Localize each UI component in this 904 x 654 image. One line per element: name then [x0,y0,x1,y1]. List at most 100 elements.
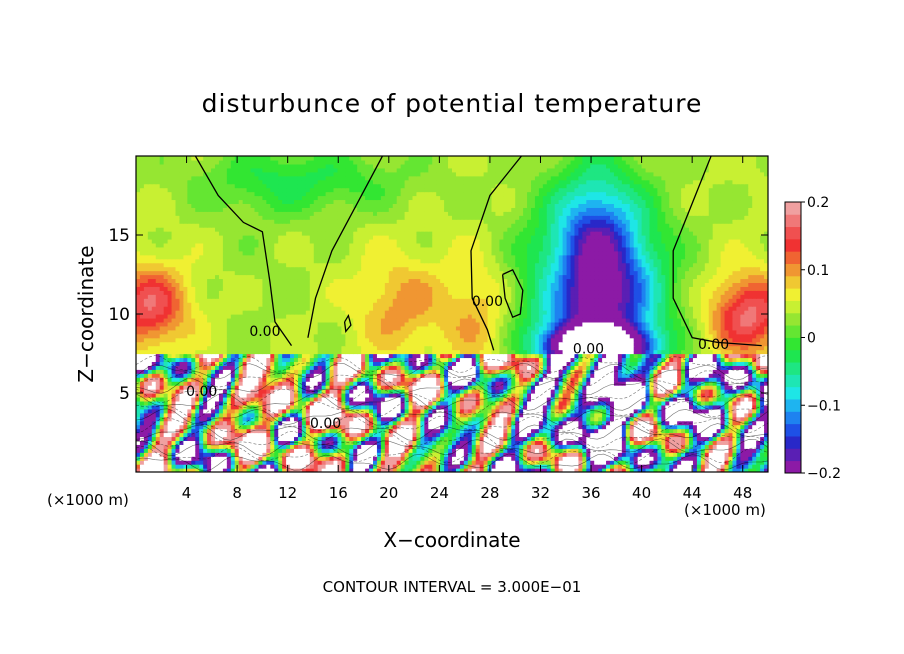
heatmap-cell [586,408,591,414]
heatmap-cell [499,464,504,469]
heatmap-cell [207,404,212,410]
heatmap-cell [159,345,165,351]
heatmap-cell [396,385,402,390]
heatmap-cell [238,464,244,469]
heatmap-cell [337,357,342,362]
heatmap-cell [633,432,639,438]
heatmap-cell [455,393,461,398]
heatmap-cell [475,456,481,461]
heatmap-cell [700,448,706,453]
heatmap-cell [606,428,611,434]
heatmap-cell [554,448,560,453]
heatmap-cell [432,456,437,461]
heatmap-cell [337,365,342,370]
heatmap-cell [211,456,216,461]
heatmap-cell [238,444,244,449]
heatmap-cell [527,349,532,355]
heatmap-cell [432,444,437,449]
heatmap-cell [471,404,477,410]
heatmap-cell [238,377,244,382]
heatmap-cell [258,357,263,362]
heatmap-cell [147,432,153,438]
heatmap-cell [681,373,686,378]
heatmap-cell [262,404,267,410]
heatmap-cell [732,412,737,418]
heatmap-cell [566,389,572,394]
heatmap-cell [341,444,346,449]
heatmap-cell [155,373,161,378]
heatmap-cell [613,412,619,418]
heatmap-cell [617,400,623,406]
heatmap-cell [408,396,414,402]
heatmap-cell [685,361,690,366]
heatmap-cell [163,393,169,398]
heatmap-cell [440,396,445,402]
heatmap-cell [151,464,157,469]
heatmap-cell [752,452,757,457]
heatmap-cell [491,444,497,449]
heatmap-cell [499,369,504,374]
heatmap-cell [649,464,655,469]
heatmap-cell [692,369,698,374]
heatmap-cell [179,357,184,362]
heatmap-cell [487,353,493,359]
heatmap-cell [412,381,418,386]
heatmap-cell [483,353,489,359]
heatmap-cell [712,408,718,414]
heatmap-cell [230,464,236,469]
heatmap-cell [712,436,718,441]
heatmap-cell [384,365,390,370]
heatmap-cell [305,456,311,461]
heatmap-cell [420,404,425,410]
heatmap-cell [341,385,346,390]
heatmap-cell [720,416,726,422]
heatmap-cell [309,357,315,362]
heatmap-cell [677,432,682,438]
heatmap-cell [681,361,686,366]
heatmap-cell [151,357,157,362]
heatmap-cell [211,393,216,398]
heatmap-cell [696,444,702,449]
heatmap-cell [685,444,690,449]
heatmap-cell [479,408,485,414]
heatmap-cell [633,436,639,441]
heatmap-cell [689,385,694,390]
heatmap-cell [270,361,275,366]
heatmap-cell [661,448,666,453]
heatmap-cell [246,369,252,374]
heatmap-cell [250,365,256,370]
heatmap-cell [495,385,500,390]
heatmap-cell [455,468,461,472]
heatmap-cell [258,452,263,457]
heatmap-cell [353,432,358,438]
heatmap-cell [657,464,662,469]
heatmap-cell [175,377,181,382]
heatmap-cell [400,357,406,362]
heatmap-cell [760,424,765,430]
heatmap-cell [369,468,374,472]
heatmap-cell [633,396,639,402]
heatmap-cell [290,448,295,453]
heatmap-cell [538,440,544,445]
heatmap-cell [653,436,658,441]
heatmap-cell [136,428,141,434]
heatmap-cell [720,361,726,366]
heatmap-cell [637,428,643,434]
heatmap-cell [720,464,726,469]
heatmap-cell [179,464,184,469]
heatmap-cell [215,381,220,386]
heatmap-cell [748,440,753,445]
heatmap-cell [412,377,418,382]
heatmap-cell [704,393,710,398]
heatmap-cell [167,357,173,362]
heatmap-cell [681,436,686,441]
heatmap-cell [629,357,635,362]
heatmap-cell [728,468,734,472]
heatmap-cell [625,416,631,422]
heatmap-cell [527,428,532,434]
heatmap-cell [262,444,267,449]
heatmap-cell [167,365,173,370]
heatmap-cell [641,416,647,422]
heatmap-cell [238,381,244,386]
heatmap-cell [463,424,469,430]
